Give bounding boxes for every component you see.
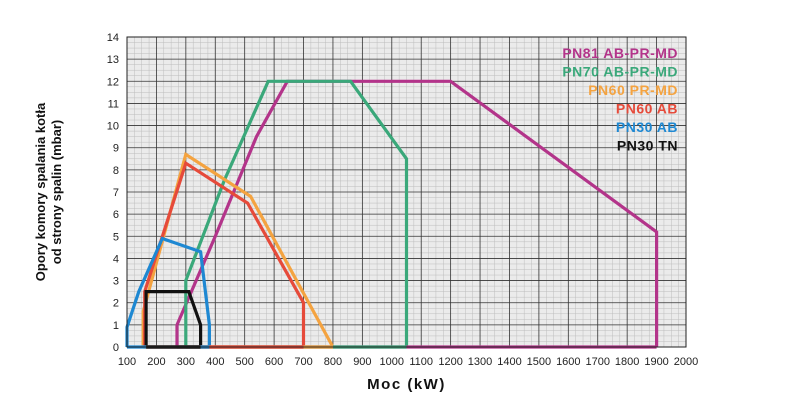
x-tick-label: 100 (118, 356, 136, 368)
y-tick-label: 11 (108, 98, 119, 110)
y-tick-label: 0 (113, 342, 119, 354)
y-tick-label: 1 (113, 320, 119, 332)
x-tick-label: 1800 (615, 356, 639, 368)
x-tick-label: 600 (265, 356, 283, 368)
y-tick-label: 6 (113, 209, 119, 221)
y-tick-label: 5 (113, 231, 119, 243)
x-tick-labels: 100 200 300 400 500 600 700 800 900 1000 1100 1200 1… (118, 356, 698, 368)
y-tick-label: 10 (107, 121, 119, 133)
y-tick-label: 12 (107, 76, 119, 88)
series-line-pn81-ab-pr-md (175, 79, 659, 347)
legend-entry: PN30 TN (617, 138, 678, 154)
x-tick-label: 1300 (468, 356, 492, 368)
legend-entry: PN81 AB-PR-MD (562, 45, 678, 61)
x-tick-label: 800 (324, 356, 342, 368)
x-tick-label: 1700 (585, 356, 609, 368)
x-tick-label: 500 (236, 356, 254, 368)
x-tick-label: 1000 (380, 356, 404, 368)
x-tick-label: 1100 (409, 356, 433, 368)
legend-entry: PN30 AB (616, 119, 678, 135)
y-axis-label: Opory komory spalania kotła od strony sp… (33, 102, 64, 281)
x-axis-label: Moc (kW) (367, 376, 446, 393)
y-tick-label: 9 (113, 143, 119, 155)
legend: PN81 AB-PR-MD PN70 AB-PR-MD PN60 PR-MD PN60… (562, 45, 678, 154)
y-tick-label: 13 (107, 54, 119, 66)
y-tick-label: 3 (113, 276, 119, 288)
legend-entry: PN60 AB (616, 101, 678, 117)
plot-frame (126, 36, 687, 348)
y-tick-label: 4 (113, 253, 119, 265)
y-tick-label: 14 (107, 32, 119, 44)
x-tick-label: 1500 (527, 356, 551, 368)
x-tick-label: 900 (353, 356, 371, 368)
series-line-pn30-tn (144, 290, 203, 347)
x-tick-label: 200 (147, 356, 165, 368)
legend-entry: PN70 AB-PR-MD (562, 64, 678, 80)
y-tick-label: 8 (113, 165, 119, 177)
x-tick-label: 1400 (497, 356, 521, 368)
x-tick-label: 2000 (674, 356, 698, 368)
y-axis-label-line-1: Opory komory spalania kotła (33, 102, 48, 281)
x-tick-label: 700 (294, 356, 312, 368)
y-tick-label: 7 (113, 187, 119, 199)
y-axis-label-line-2: od strony spalin (mbar) (49, 120, 64, 264)
x-tick-label: 1200 (438, 356, 462, 368)
legend-entry: PN60 PR-MD (588, 82, 678, 98)
x-tick-label: 1600 (556, 356, 580, 368)
x-tick-label: 400 (206, 356, 224, 368)
y-tick-label: 2 (113, 298, 119, 310)
x-tick-label: 300 (177, 356, 195, 368)
x-tick-label: 1900 (644, 356, 668, 368)
series-line-pn70-ab-pr-md (184, 79, 409, 347)
